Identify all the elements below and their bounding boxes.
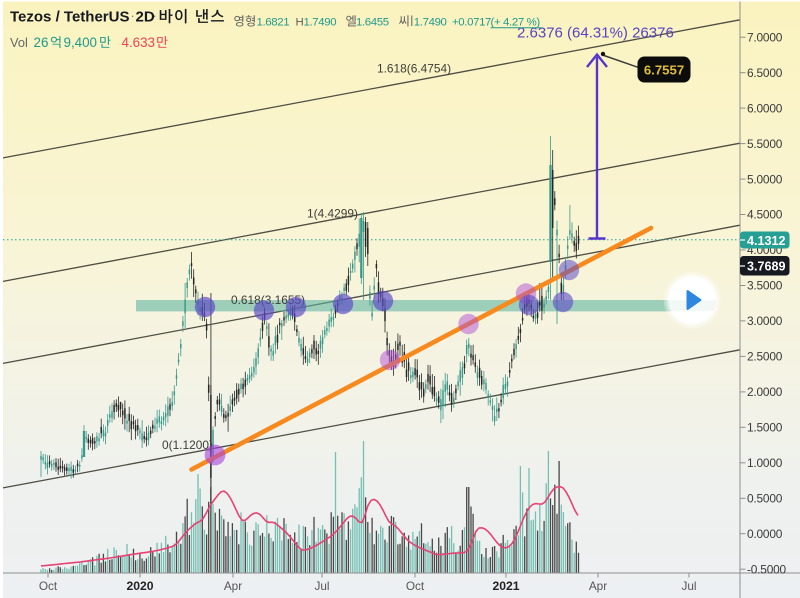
svg-text:2021: 2021 — [492, 579, 519, 593]
svg-text:2.0000: 2.0000 — [747, 385, 783, 399]
svg-text:26: 26 — [34, 35, 49, 50]
svg-text:5.5000: 5.5000 — [747, 137, 783, 151]
svg-text:Apr: Apr — [589, 579, 607, 593]
svg-text:Oct: Oct — [406, 579, 425, 593]
svg-text:9,400: 9,400 — [64, 35, 98, 50]
svg-text:1(4.4299): 1(4.4299) — [307, 207, 358, 221]
svg-text:1.7490: 1.7490 — [414, 17, 447, 29]
svg-text:4.5000: 4.5000 — [747, 208, 783, 222]
svg-text:1.6455: 1.6455 — [356, 17, 389, 29]
svg-text:(+ 4.27 %): (+ 4.27 %) — [491, 17, 541, 29]
svg-text:Oct: Oct — [39, 579, 58, 593]
svg-text:2020: 2020 — [126, 579, 153, 593]
svg-text:-0.5000: -0.5000 — [747, 562, 787, 576]
svg-text:0.5000: 0.5000 — [747, 492, 783, 506]
svg-text:Tezos / TetherUS: Tezos / TetherUS — [10, 9, 129, 26]
svg-text:3.0000: 3.0000 — [747, 314, 783, 328]
svg-text:3.7689: 3.7689 — [747, 260, 786, 274]
svg-text:6.0000: 6.0000 — [747, 101, 783, 115]
svg-text:6.5000: 6.5000 — [747, 66, 783, 80]
svg-text:+0.0717: +0.0717 — [452, 17, 491, 29]
svg-text:Jul: Jul — [314, 579, 329, 593]
svg-text:2.5000: 2.5000 — [747, 350, 783, 364]
svg-text:5.0000: 5.0000 — [747, 172, 783, 186]
svg-text:Apr: Apr — [224, 579, 242, 593]
svg-text:Jul: Jul — [681, 579, 696, 593]
svg-text:2.6376 (64.31%) 26376: 2.6376 (64.31%) 26376 — [517, 25, 674, 42]
svg-text:0(1.1200): 0(1.1200) — [162, 438, 213, 452]
svg-text:Vol: Vol — [10, 35, 28, 50]
svg-text:1.6821: 1.6821 — [257, 17, 290, 29]
svg-text:·: · — [153, 8, 157, 23]
svg-text:4.1312: 4.1312 — [747, 234, 786, 248]
svg-text:2D: 2D — [136, 9, 155, 26]
svg-text:1.5000: 1.5000 — [747, 421, 783, 435]
svg-text:0.0000: 0.0000 — [747, 527, 783, 541]
svg-text:·: · — [131, 8, 135, 23]
svg-text:7.0000: 7.0000 — [747, 30, 783, 44]
svg-text:4.633: 4.633 — [122, 35, 156, 50]
svg-text:1.0000: 1.0000 — [747, 456, 783, 470]
svg-text:6.7557: 6.7557 — [644, 63, 684, 78]
svg-text:1.7490: 1.7490 — [304, 17, 337, 29]
svg-text:1.618(6.4754): 1.618(6.4754) — [377, 62, 451, 76]
svg-text:H: H — [296, 17, 304, 29]
svg-text:3.5000: 3.5000 — [747, 279, 783, 293]
